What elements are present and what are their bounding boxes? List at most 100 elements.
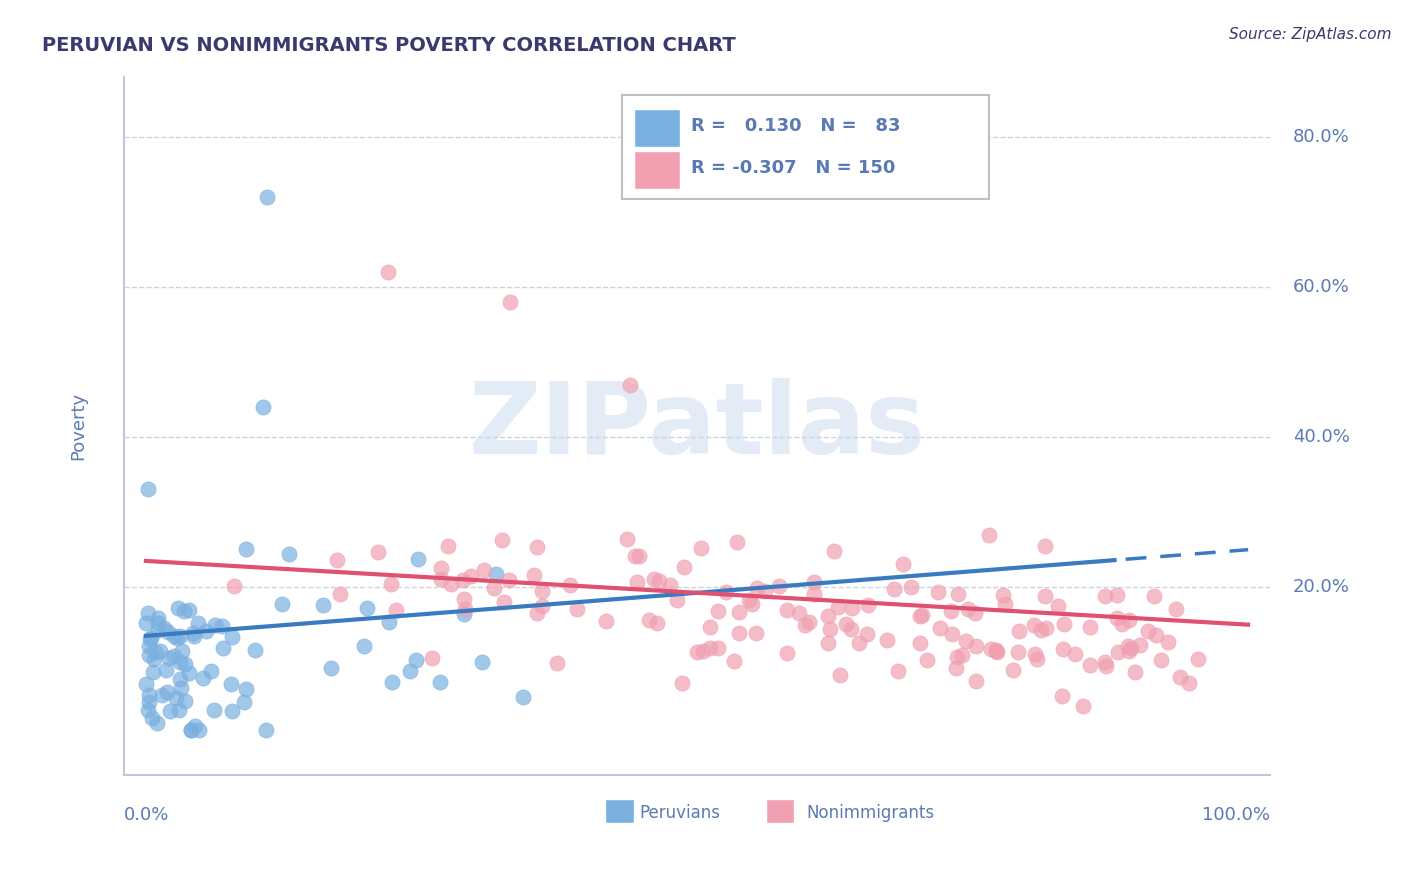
Point [172,643,194,657]
Point [929,621,952,635]
Point [876,632,898,647]
Point [146,716,169,731]
Point [939,604,962,618]
Point [377,265,399,279]
Point [256,190,278,204]
Point [1033,589,1056,603]
Point [666,593,689,607]
Point [546,656,568,670]
Point [817,635,839,649]
Point [252,401,274,415]
Point [398,664,420,678]
Point [707,604,730,618]
Point [690,541,713,556]
Point [405,652,427,666]
Point [526,540,548,554]
Bar [605,799,634,823]
Point [946,649,969,664]
Point [329,587,352,601]
Point [900,580,922,594]
Point [157,651,180,665]
Point [1007,645,1029,659]
Text: 40.0%: 40.0% [1294,428,1350,446]
Point [984,643,1007,657]
Point [498,295,520,310]
Point [565,601,588,615]
Point [153,621,176,635]
Text: R =   0.130   N =   83: R = 0.130 N = 83 [692,117,901,136]
Point [138,695,160,709]
Point [526,606,548,620]
Point [558,578,581,592]
Point [883,582,905,597]
Bar [766,799,794,823]
Point [768,579,790,593]
Point [1107,611,1129,625]
Text: R = -0.307   N = 150: R = -0.307 N = 150 [692,159,896,178]
Point [776,603,799,617]
Point [797,615,820,629]
Point [159,705,181,719]
Point [235,681,257,696]
Point [1071,699,1094,714]
Point [911,608,934,623]
Point [956,601,979,615]
Text: Poverty: Poverty [69,392,87,460]
Text: PERUVIAN VS NONIMMIGRANTS POVERTY CORRELATION CHART: PERUVIAN VS NONIMMIGRANTS POVERTY CORREL… [42,36,735,54]
Point [138,703,160,717]
Point [138,648,160,662]
Point [254,723,277,737]
Point [163,648,186,663]
Point [191,671,214,685]
Point [908,609,931,624]
Point [180,723,202,737]
Point [692,644,714,658]
Point [1029,623,1052,637]
Point [1052,642,1074,657]
Point [706,640,728,655]
Point [841,600,863,615]
Point [384,603,406,617]
Point [440,577,463,591]
Point [219,677,242,691]
Point [148,624,170,638]
Point [136,606,159,620]
Point [1187,652,1209,666]
Point [150,689,173,703]
Point [1168,670,1191,684]
Point [174,694,197,708]
Point [530,584,553,599]
Point [460,568,482,582]
Point [430,572,453,586]
Point [202,703,225,717]
Point [174,657,197,671]
Point [138,632,160,646]
Point [472,564,495,578]
Point [1025,652,1047,666]
Point [1105,588,1128,602]
Point [1094,589,1116,603]
Point [1078,658,1101,673]
Text: 100.0%: 100.0% [1202,806,1270,824]
Point [146,611,169,625]
Point [136,482,159,496]
Point [794,618,817,632]
Point [177,602,200,616]
Point [817,609,839,624]
Point [823,544,845,558]
Point [1035,621,1057,635]
Point [991,589,1014,603]
Text: 80.0%: 80.0% [1294,128,1350,146]
Point [224,579,246,593]
Point [915,653,938,667]
Point [319,660,342,674]
Point [643,572,665,586]
Point [1047,599,1070,614]
Point [187,616,209,631]
Point [531,599,554,613]
Point [1119,641,1142,656]
Point [200,665,222,679]
Text: 0.0%: 0.0% [124,806,169,824]
Point [1149,653,1171,667]
Point [1118,644,1140,658]
